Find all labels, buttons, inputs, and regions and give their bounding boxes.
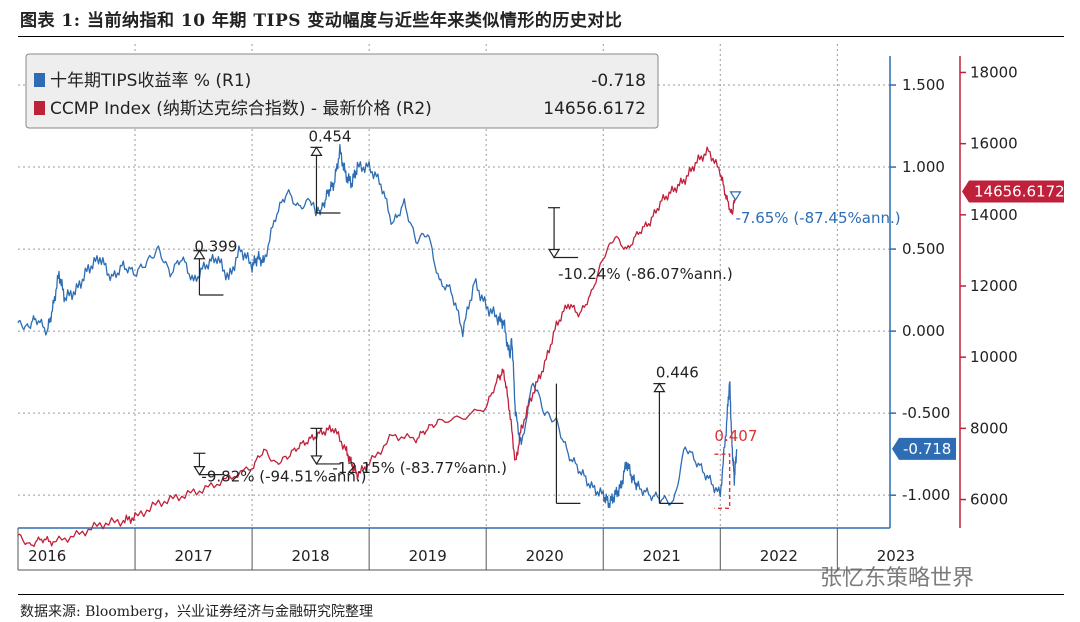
top-rule xyxy=(18,36,1064,37)
axis-r2-label: 6000 xyxy=(970,491,1008,509)
legend-swatch xyxy=(34,101,45,115)
last-value-tag-r1 xyxy=(892,437,956,460)
series-line-tips xyxy=(17,144,738,509)
axis-r1-label: 1.500 xyxy=(902,76,945,94)
axis-r1-label: 0.000 xyxy=(902,322,945,340)
last-value-tag-r1-text: -0.718 xyxy=(903,440,951,458)
axis-r1-label: 1.000 xyxy=(902,158,945,176)
legend-value: 14656.6172 xyxy=(543,99,646,119)
tips-annotation: 0.399 xyxy=(194,237,237,255)
arrow-marker xyxy=(547,248,561,259)
arrow-marker xyxy=(310,455,323,466)
legend-box xyxy=(25,53,659,129)
x-tick-label: 2021 xyxy=(643,547,681,565)
legend-label: CCMP Index (纳斯达克综合指数) - 最新价格 (R2) xyxy=(50,99,432,119)
axis-r2-label: 14000 xyxy=(970,206,1018,224)
arrow-marker xyxy=(193,249,206,260)
tips-annotation: 0.454 xyxy=(308,127,351,145)
x-tick-label: 2019 xyxy=(409,547,447,565)
watermark: 张忆东策略世界 xyxy=(820,566,975,591)
legend-value: -0.718 xyxy=(591,71,646,91)
x-tick-label: 2023 xyxy=(877,547,915,565)
x-tick-label: 2018 xyxy=(292,547,330,565)
legend-swatch xyxy=(34,73,45,87)
x-tick-label: 2020 xyxy=(526,547,564,565)
arrow-marker xyxy=(729,191,742,201)
bottom-rule xyxy=(18,594,1064,595)
figure-title: 图表 1: 当前纳指和 10 年期 TIPS 变动幅度与近些年来类似情形的历史对… xyxy=(20,11,623,31)
axis-r2-label: 18000 xyxy=(970,63,1018,81)
tips-dashed-bracket xyxy=(714,453,731,510)
arrow-marker xyxy=(193,466,206,476)
x-tick-label: 2017 xyxy=(174,547,212,565)
source-note: 数据来源: Bloomberg，兴业证券经济与金融研究院整理 xyxy=(20,604,373,620)
axis-r2-label: 12000 xyxy=(970,277,1018,295)
ccmp-annotation: -12.15% (-83.77%ann.) xyxy=(332,459,507,477)
arrow-marker xyxy=(310,146,323,156)
last-value-tag-r2-text: 14656.6172 xyxy=(974,182,1065,200)
series-line-ccmp xyxy=(17,146,738,548)
axis-r2-label: 16000 xyxy=(970,135,1018,153)
ccmp-annotation: 0.407 xyxy=(714,427,757,445)
axis-r1-label: -0.500 xyxy=(902,404,950,422)
arrow-marker xyxy=(653,382,666,393)
x-tick-label: 2016 xyxy=(28,547,66,565)
ccmp-annotation: -9.82% (-94.51%ann.) xyxy=(201,468,366,486)
ccmp-annotation: -10.24% (-86.07%ann.) xyxy=(558,265,733,283)
axis-r1-label: 0.500 xyxy=(902,240,945,258)
legend-label: 十年期TIPS收益率 % (R1) xyxy=(50,71,251,91)
tips-annotation: 0.446 xyxy=(656,364,699,382)
axis-r2-label: 8000 xyxy=(970,419,1008,437)
axis-r2-label: 10000 xyxy=(970,348,1018,366)
axis-r1-label: -1.000 xyxy=(902,486,950,504)
x-tick-label: 2022 xyxy=(760,547,798,565)
tips-annotation: -7.65% (-87.45%ann.) xyxy=(735,209,900,227)
last-value-tag-r2 xyxy=(962,180,1064,203)
